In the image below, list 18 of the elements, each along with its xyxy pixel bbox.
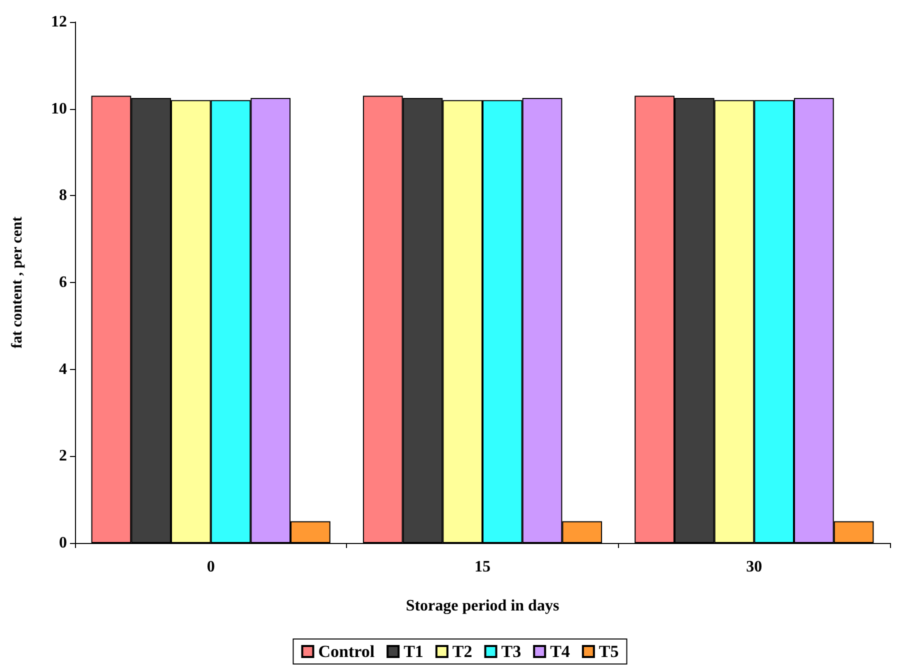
x-axis-title: Storage period in days	[406, 598, 560, 614]
legend-label: T2	[452, 642, 472, 661]
y-tick-label: 6	[59, 274, 67, 291]
y-tick-label: 2	[59, 448, 67, 465]
y-tick-label: 8	[59, 187, 67, 204]
legend-label: T3	[501, 642, 522, 661]
y-tick-label: 10	[51, 100, 67, 118]
y-axis-title: fat content , per cent	[10, 216, 26, 348]
x-tick-label: 15	[474, 558, 490, 576]
legend-label: T5	[598, 642, 619, 661]
legend-label: Control	[318, 642, 375, 661]
x-tick-label: 30	[746, 558, 762, 576]
legend-label: T1	[404, 642, 424, 661]
y-tick-label: 4	[59, 360, 67, 378]
y-tick-label: 12	[51, 14, 67, 30]
legend-label: T4	[550, 642, 570, 661]
y-tick-label: 0	[59, 534, 67, 552]
x-tick-label: 0	[206, 558, 215, 576]
